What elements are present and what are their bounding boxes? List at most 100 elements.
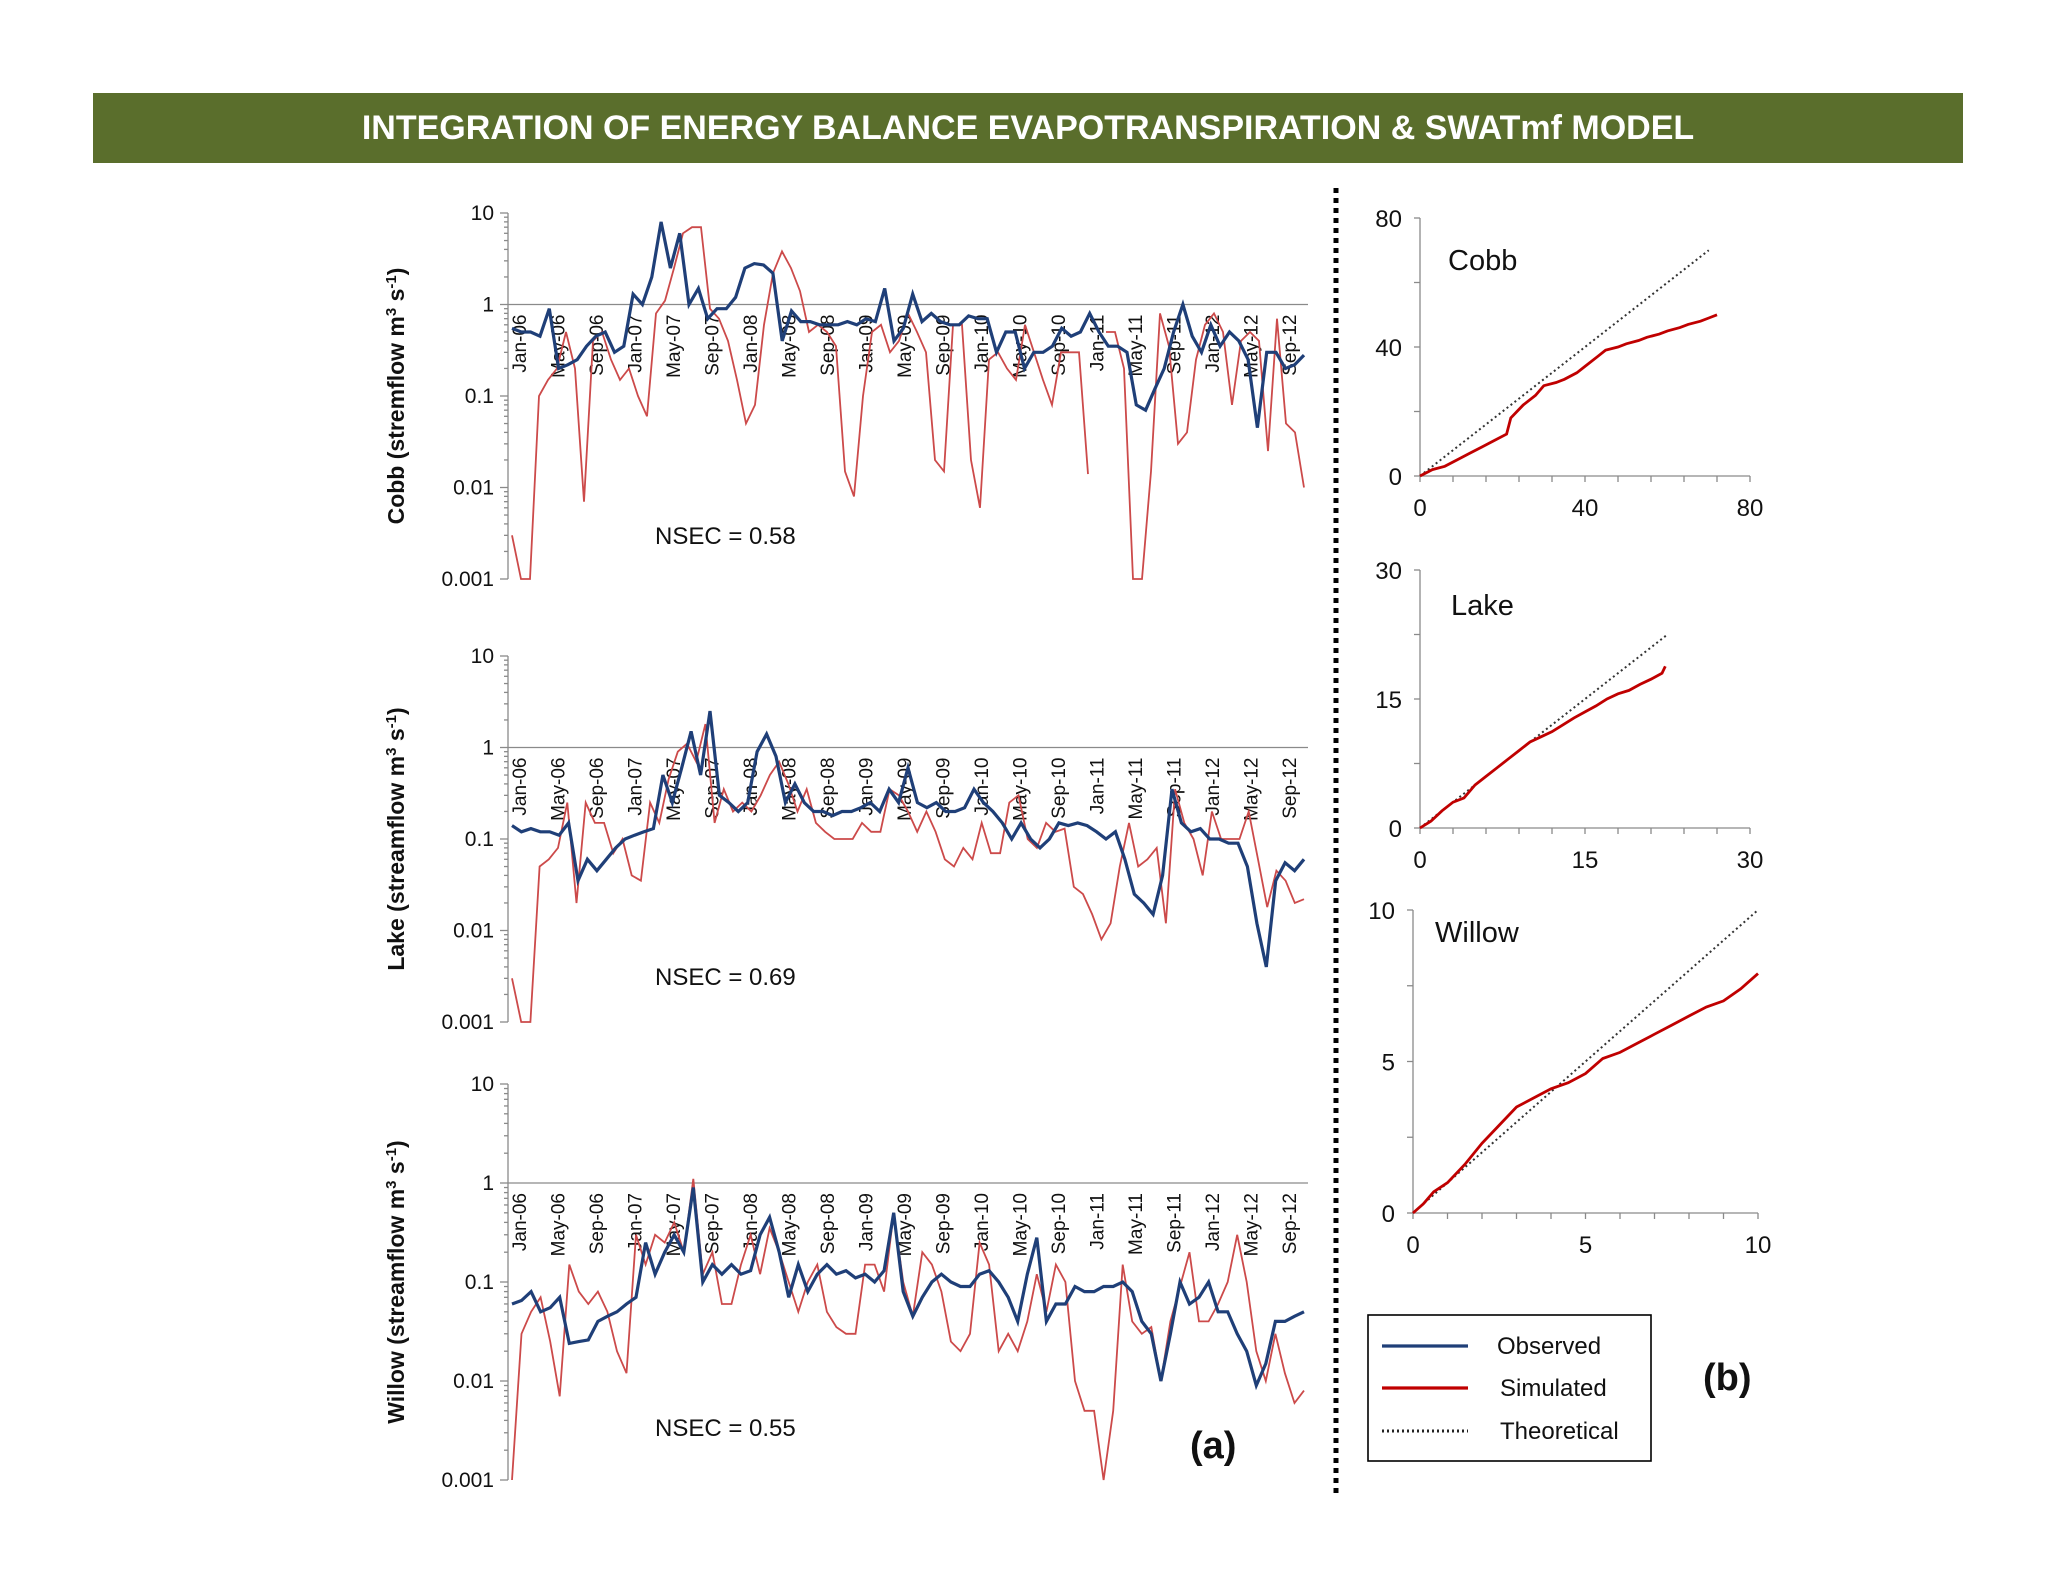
y-axis-label: Willow (streamflow m3 s-1) (383, 1140, 409, 1423)
x-tick-label: Jan-11 (1088, 315, 1109, 372)
x-tick-label: Sep-08 (818, 758, 839, 819)
willow-timeseries-chart: 10 1 0.1 0.01 0.001 Jan-06 May-06 Sep-06 Jan-07 M… (383, 1073, 1308, 1492)
observed-series-line (511, 1187, 1305, 1391)
x-tick-label: May-09 (895, 1193, 916, 1256)
y-tick-label: 10 (471, 1073, 494, 1096)
y-axis-label-sup: 3 (383, 748, 400, 756)
y-tick-label: 0.001 (441, 1011, 494, 1034)
cobb-cumulative-chart: 0 40 80 80 40 0 Cobb (1375, 206, 1763, 522)
y-tick-label: 40 (1375, 335, 1402, 362)
y-tick-label: 0 (1382, 1201, 1395, 1228)
y-tick-label: 0.01 (453, 920, 494, 943)
observed-series-line (511, 710, 1306, 968)
x-tick-label: Jan-09 (857, 758, 878, 816)
y-axis-label-sup: -1 (383, 715, 400, 728)
site-title: Cobb (1448, 245, 1517, 277)
panel-label-a: (a) (1190, 1425, 1236, 1467)
x-tick-label: 15 (1572, 847, 1599, 874)
y-tick-label: 0.1 (465, 385, 494, 408)
y-tick-label: 10 (1368, 898, 1395, 925)
x-tick-label: May-10 (1011, 758, 1032, 821)
simulated-series-line (1419, 665, 1667, 830)
simulated-series-line (511, 723, 1305, 1023)
theoretical-series-line (1412, 909, 1759, 1214)
panel-label-b: (b) (1703, 1357, 1752, 1399)
x-tick-label: Sep-10 (1049, 758, 1070, 819)
x-tick-label: Jan-09 (857, 315, 878, 373)
y-axis-label-text: ) (383, 1140, 409, 1148)
x-tick-label: 40 (1572, 495, 1599, 522)
y-axis-label-text: s (383, 289, 409, 308)
x-tick-label: Jan-11 (1088, 1193, 1109, 1250)
site-title: Willow (1435, 917, 1520, 949)
x-tick-label: May-08 (780, 315, 801, 378)
y-tick-label: 0.001 (441, 568, 494, 591)
x-tick-label: 30 (1737, 847, 1764, 874)
y-axis-label: Lake (streamflow m3 s-1) (383, 707, 409, 970)
x-tick-label: Sep-11 (1165, 1193, 1186, 1253)
y-tick-label: 80 (1375, 206, 1402, 233)
x-tick-label: Jan-10 (972, 1193, 993, 1251)
x-tick-label: 5 (1579, 1232, 1592, 1259)
y-axis-label-text: Lake (streamflow m (383, 756, 409, 971)
y-axis-label-text: ) (383, 707, 409, 715)
y-tick-label: 10 (471, 202, 494, 225)
y-axis-label-text: ) (383, 268, 409, 276)
x-tick-label: May-12 (1242, 758, 1263, 821)
x-tick-label: Jan-10 (972, 315, 993, 373)
banner-title: INTEGRATION OF ENERGY BALANCE EVAPOTRANS… (93, 93, 1963, 163)
x-tick-label: May-07 (664, 315, 685, 378)
x-tick-label: Sep-09 (934, 1193, 955, 1254)
y-tick-label: 0.01 (453, 1370, 494, 1393)
x-tick-label: Sep-06 (587, 1193, 608, 1254)
legend-simulated-label: Simulated (1500, 1375, 1607, 1402)
y-tick-label: 5 (1382, 1050, 1395, 1077)
y-axis-label-sup: 3 (383, 1180, 400, 1188)
lake-cumulative-chart: 0 15 30 30 15 0 Lake (1375, 558, 1763, 874)
nsec-annotation: NSEC = 0.58 (655, 523, 796, 550)
x-tick-label: Jan-12 (1203, 1193, 1224, 1251)
y-tick-label: 15 (1375, 687, 1402, 714)
x-tick-label: Sep-12 (1280, 758, 1301, 819)
x-tick-label: 10 (1745, 1232, 1772, 1259)
x-tick-label: Jan-09 (857, 1193, 878, 1251)
y-tick-label: 0.1 (465, 1271, 494, 1294)
y-tick-label: 1 (482, 1172, 494, 1195)
x-tick-label: 0 (1413, 847, 1426, 874)
x-tick-label: 0 (1413, 495, 1426, 522)
x-tick-label: Sep-07 (703, 315, 724, 376)
legend-observed-label: Observed (1497, 1333, 1601, 1360)
y-axis-label-text: s (383, 728, 409, 747)
x-tick-label: Sep-07 (703, 1193, 724, 1254)
x-tick-label: 80 (1737, 495, 1764, 522)
simulated-series-line (1419, 313, 1718, 478)
x-tick-label: Jan-08 (741, 1193, 762, 1251)
x-tick-label: Sep-08 (818, 1193, 839, 1254)
x-tick-label: Jan-12 (1203, 758, 1224, 816)
simulated-series-line (511, 226, 1305, 580)
x-tick-label: Jan-06 (510, 758, 531, 816)
x-tick-label: May-10 (1011, 1193, 1032, 1256)
y-axis-label-text: s (383, 1161, 409, 1180)
lake-timeseries-chart: 10 1 0.1 0.01 0.001 Jan-06 May-06 Sep-06 Jan-07 M… (383, 645, 1308, 1034)
x-tick-label: Sep-06 (587, 315, 608, 376)
x-tick-label: Sep-06 (587, 758, 608, 819)
x-tick-label: Jan-06 (510, 1193, 531, 1251)
site-title: Lake (1451, 590, 1514, 622)
legend: Observed Simulated Theoretical (1367, 1314, 1652, 1462)
x-tick-label: Jan-10 (972, 758, 993, 816)
nsec-annotation: NSEC = 0.55 (655, 1415, 796, 1442)
x-tick-label: Jan-07 (626, 1193, 647, 1251)
y-tick-label: 10 (471, 645, 494, 668)
observed-series-line (511, 221, 1306, 428)
x-tick-label: Jan-08 (741, 315, 762, 373)
x-tick-label: Sep-10 (1049, 1193, 1070, 1254)
y-tick-label: 0 (1389, 464, 1402, 491)
y-tick-label: 1 (482, 294, 494, 317)
y-tick-label: 0.01 (453, 477, 494, 500)
willow-cumulative-chart: 0 5 10 10 5 0 Willow (1368, 898, 1771, 1259)
simulated-series-line (1412, 972, 1759, 1215)
x-tick-label: Sep-09 (934, 315, 955, 376)
